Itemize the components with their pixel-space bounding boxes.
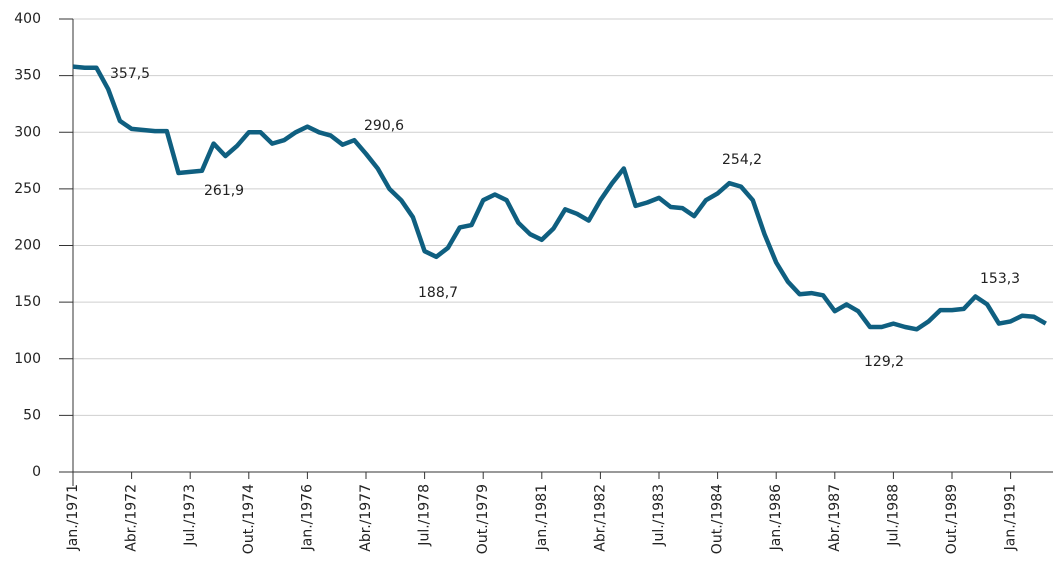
x-tick-label: Jul./1973	[182, 484, 198, 547]
annotation: 188,7	[418, 285, 458, 301]
annotation: 153,3	[980, 271, 1020, 287]
x-tick-label: Abr./1972	[124, 484, 140, 552]
annotation: 129,2	[864, 354, 904, 370]
x-tick-label: Jan./1976	[299, 484, 315, 551]
x-tick-label: Abr./1977	[358, 484, 374, 552]
x-tick-label: Jan./1991	[1003, 484, 1019, 551]
y-tick-label: 400	[14, 11, 41, 27]
x-tick-label: Jan./1971	[65, 484, 81, 551]
x-tick-label: Abr./1987	[827, 484, 843, 552]
y-tick-label: 250	[14, 181, 41, 197]
x-tick-label: Jul./1983	[651, 484, 667, 547]
x-tick-label: Jul./1978	[417, 484, 433, 547]
y-tick-label: 100	[14, 351, 41, 367]
x-tick-label: Out./1974	[241, 484, 257, 554]
x-tick-label: Out./1989	[944, 484, 960, 554]
annotation: 290,6	[364, 118, 404, 134]
x-tick-label: Jan./1981	[534, 484, 550, 551]
y-tick-label: 0	[32, 464, 41, 480]
y-tick-label: 350	[14, 68, 41, 84]
x-tick-label: Abr./1982	[592, 484, 608, 552]
y-tick-label: 200	[14, 238, 41, 254]
x-tick-label: Out./1979	[475, 484, 491, 554]
data-line	[72, 64, 1047, 332]
annotation: 261,9	[204, 183, 244, 199]
annotation: 357,5	[110, 66, 150, 82]
x-tick-label: Out./1984	[710, 484, 726, 554]
annotation: 254,2	[722, 152, 762, 168]
y-tick-label: 50	[23, 407, 41, 423]
y-tick-label: 300	[14, 124, 41, 140]
x-tick-label: Jan./1986	[768, 484, 784, 551]
x-tick-label: Jul./1988	[885, 484, 901, 547]
y-tick-label: 150	[14, 294, 41, 310]
